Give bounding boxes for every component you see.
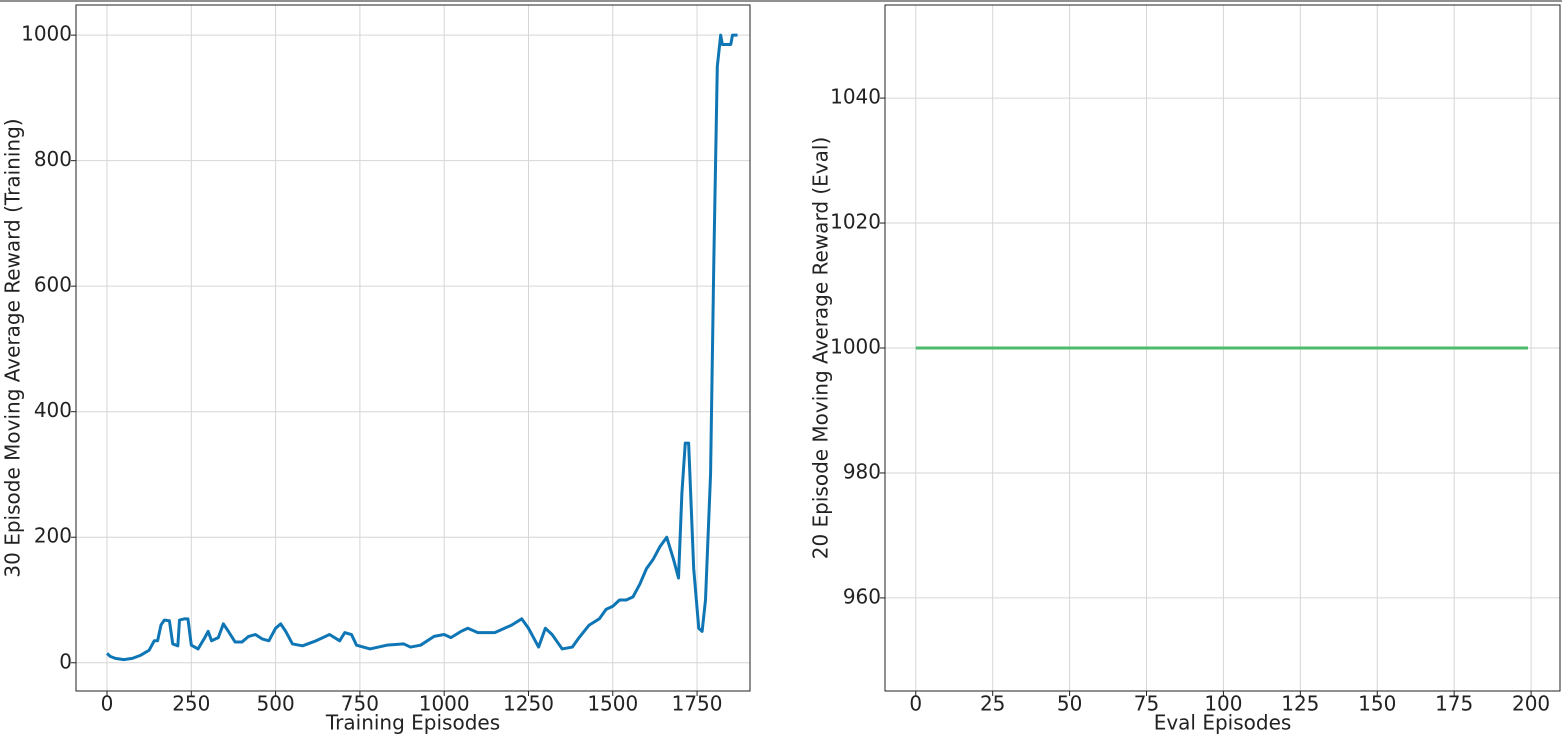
y-tick-label: 0: [59, 649, 72, 673]
y-tick-label: 1000: [21, 22, 72, 46]
x-tick-label: 1750: [672, 692, 723, 716]
x-tick-label: 1250: [503, 692, 554, 716]
y-tick-label: 200: [34, 524, 72, 548]
y-axis-label: 30 Episode Moving Average Reward (Traini…: [1, 118, 25, 577]
x-tick-label: 0: [101, 692, 114, 716]
x-tick-label: 0: [909, 692, 922, 716]
x-tick-label: 200: [1512, 692, 1550, 716]
x-tick-label: 25: [980, 692, 1005, 716]
x-tick-label: 1000: [419, 692, 470, 716]
y-tick-label: 800: [34, 147, 72, 171]
x-axis-label: Training Episodes: [325, 711, 500, 735]
x-tick-label: 150: [1358, 692, 1396, 716]
x-tick-label: 100: [1204, 692, 1242, 716]
x-tick-label: 500: [257, 692, 295, 716]
data-line: [105, 33, 738, 662]
y-tick-label: 400: [34, 398, 72, 422]
plot-frame: [884, 4, 1561, 692]
x-axis-label: Eval Episodes: [1154, 711, 1292, 735]
x-tick-label: 125: [1281, 692, 1319, 716]
y-tick-label: 1000: [830, 335, 881, 359]
x-tick-label: 75: [1134, 692, 1159, 716]
y-tick-label: 980: [843, 459, 881, 483]
x-tick-label: 50: [1057, 692, 1082, 716]
x-tick-label: 175: [1435, 692, 1473, 716]
y-tick-label: 600: [34, 273, 72, 297]
x-tick-label: 250: [172, 692, 210, 716]
x-tick-label: 750: [341, 692, 379, 716]
y-tick-label: 1040: [830, 85, 881, 109]
y-tick-label: 1020: [830, 210, 881, 234]
x-tick-label: 1500: [587, 692, 638, 716]
plot-frame: [75, 4, 751, 692]
y-axis-label: 20 Episode Moving Average Reward (Eval): [809, 137, 833, 560]
y-tick-label: 960: [843, 584, 881, 608]
